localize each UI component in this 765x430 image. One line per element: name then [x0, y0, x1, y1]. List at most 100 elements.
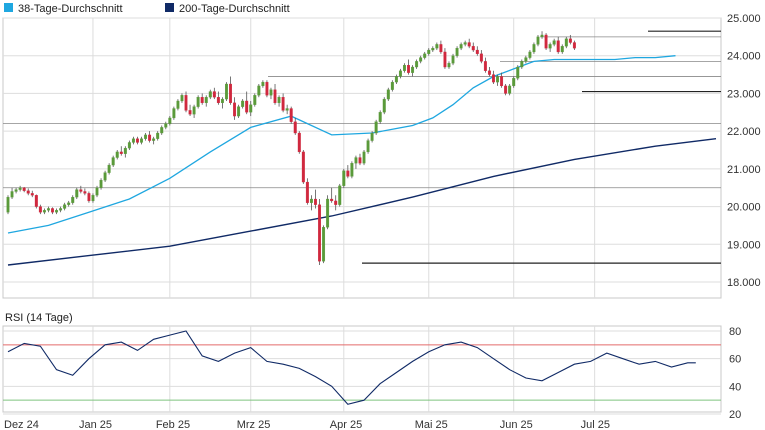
candle-body: [504, 85, 508, 94]
candle-body: [532, 44, 536, 53]
candle-body: [435, 44, 439, 49]
candle-body: [427, 49, 431, 54]
candle-body: [160, 127, 164, 134]
rsi-panel: [2, 325, 722, 413]
candle-body: [544, 34, 548, 49]
candle-body: [508, 85, 512, 94]
x-tick-label: Dez 24: [4, 419, 39, 430]
candle-body: [512, 78, 516, 87]
candle-body: [79, 189, 83, 192]
candle-body: [229, 83, 232, 104]
candle-body: [22, 187, 26, 191]
candle-body: [330, 198, 334, 202]
candle-body: [374, 121, 378, 134]
candle-body: [520, 61, 524, 68]
candle-body: [99, 180, 103, 188]
candle-body: [131, 138, 135, 143]
candle-body: [326, 198, 330, 228]
candle-body: [463, 42, 467, 45]
candle-body: [152, 138, 156, 141]
price-y-tick-label: 19.000: [727, 239, 761, 251]
candle-body: [172, 108, 176, 119]
candle-body: [297, 132, 301, 153]
legend-label-200: 200-Tage-Durchschnitt: [179, 3, 290, 15]
candle-body: [516, 66, 520, 79]
candle-body: [556, 40, 560, 53]
candle-body: [322, 227, 326, 262]
candle-body: [475, 49, 479, 54]
candle-body: [111, 157, 115, 166]
candle-body: [301, 151, 305, 183]
candle-body: [46, 208, 50, 211]
candle-body: [135, 138, 139, 143]
ma200-series: [7, 138, 717, 266]
candle-body: [176, 100, 180, 109]
series-line: [7, 55, 676, 234]
candle-body: [38, 206, 42, 213]
candle-body: [467, 42, 471, 47]
x-tick-label: Jul 25: [581, 419, 610, 430]
x-tick-label: Apr 25: [330, 419, 362, 430]
x-tick-label: Feb 25: [156, 419, 190, 430]
price-y-tick-label: 25.000: [727, 13, 761, 25]
candle-body: [180, 95, 184, 102]
rsi-y-tick-label: 80: [729, 326, 741, 338]
candle-body: [164, 123, 168, 128]
candle-body: [289, 108, 293, 122]
candle-body: [423, 53, 427, 58]
candle-body: [253, 95, 257, 105]
candle-body: [500, 76, 504, 87]
rsi-title: RSI (14 Tage): [5, 312, 73, 324]
candle-body: [309, 198, 313, 203]
candle-body: [103, 172, 107, 181]
x-tick-label: Jan 25: [79, 419, 112, 430]
candle-body: [249, 104, 253, 113]
candle-body: [192, 106, 196, 115]
candle-body: [411, 66, 415, 73]
candle-body: [18, 187, 22, 190]
candle-body: [184, 95, 188, 111]
candle-body: [528, 51, 532, 58]
candle-body: [107, 164, 111, 173]
candle-body: [212, 91, 216, 98]
candle-body: [6, 196, 10, 213]
candle-body: [293, 121, 297, 134]
candle-body: [216, 97, 220, 104]
price-y-tick-label: 23.000: [727, 88, 761, 100]
candle-body: [398, 70, 402, 77]
candle-body: [67, 202, 71, 205]
price-y-tick-label: 20.000: [727, 202, 761, 214]
candle-body: [265, 81, 269, 96]
rsi-y-tick-label: 20: [729, 409, 741, 421]
legend-swatch-200: [165, 3, 174, 12]
price-grid: [3, 17, 721, 298]
price-y-tick-label: 22.000: [727, 126, 761, 138]
candle-body: [123, 147, 127, 154]
candle-body: [459, 44, 463, 49]
candle-body: [10, 191, 14, 198]
candle-body: [144, 134, 148, 139]
candle-body: [479, 53, 483, 62]
candle-body: [233, 102, 237, 117]
candle-body: [261, 81, 265, 87]
candle-body: [71, 196, 75, 203]
candle-body: [140, 138, 143, 143]
candle-body: [42, 210, 46, 213]
candle-body: [51, 208, 54, 213]
candle-body: [439, 44, 443, 53]
x-tick-label: Jun 25: [500, 419, 533, 430]
candle-body: [366, 140, 370, 153]
candle-body: [552, 40, 556, 45]
candle-body: [305, 181, 309, 203]
candle-body: [564, 38, 568, 47]
candle-body: [91, 195, 95, 202]
candle-body: [338, 185, 342, 205]
x-tick-label: Mrz 25: [237, 419, 271, 430]
candle-body: [451, 55, 455, 64]
candle-body: [168, 117, 172, 124]
candlestick-series: [6, 31, 576, 266]
candle-body: [200, 97, 204, 104]
rsi-y-tick-label: 40: [729, 381, 741, 393]
ma38-series: [7, 55, 676, 234]
